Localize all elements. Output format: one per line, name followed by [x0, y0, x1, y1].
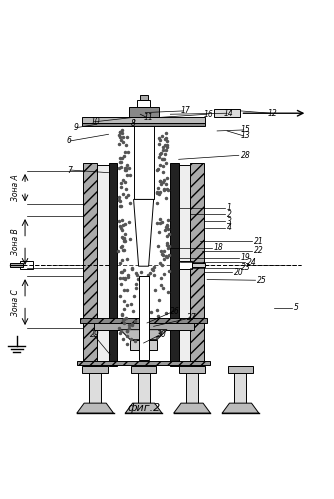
Text: 11: 11: [144, 113, 153, 122]
Polygon shape: [222, 403, 259, 413]
Text: 5: 5: [294, 303, 299, 312]
Text: 10: 10: [90, 117, 100, 126]
Text: 16: 16: [204, 110, 213, 119]
Bar: [179, 260, 192, 268]
Text: 17: 17: [180, 106, 190, 115]
Bar: [129, 107, 159, 117]
Bar: [140, 95, 148, 100]
Polygon shape: [125, 403, 162, 413]
Bar: [170, 163, 179, 366]
Polygon shape: [174, 403, 210, 413]
Text: Зона В: Зона В: [11, 229, 20, 255]
Bar: [109, 163, 117, 366]
Text: 19: 19: [240, 253, 250, 262]
Bar: [214, 109, 240, 117]
Text: 6: 6: [67, 136, 72, 145]
Bar: [130, 340, 157, 350]
Text: 18: 18: [214, 244, 223, 252]
Text: 9: 9: [73, 123, 78, 132]
Text: 30: 30: [157, 330, 167, 339]
Bar: [94, 323, 194, 330]
Bar: [134, 109, 154, 200]
Text: 13: 13: [240, 131, 250, 140]
Text: 27: 27: [187, 313, 197, 322]
Bar: [228, 366, 253, 373]
Polygon shape: [77, 403, 114, 413]
Text: 24: 24: [247, 257, 257, 266]
Text: 1: 1: [227, 203, 232, 212]
Bar: [179, 165, 190, 363]
Text: 29: 29: [90, 330, 100, 339]
Bar: [97, 165, 109, 363]
Bar: [77, 361, 210, 365]
Text: 23: 23: [240, 263, 250, 272]
Bar: [10, 262, 23, 266]
Polygon shape: [120, 330, 167, 340]
Bar: [82, 123, 205, 126]
Bar: [131, 366, 156, 373]
Bar: [192, 262, 205, 266]
Bar: [137, 100, 150, 107]
Bar: [80, 318, 207, 323]
Text: 26: 26: [170, 307, 180, 316]
Text: 3: 3: [227, 217, 232, 226]
Bar: [84, 163, 97, 366]
Bar: [89, 373, 101, 413]
Text: 12: 12: [267, 109, 277, 118]
Bar: [20, 260, 33, 268]
Bar: [190, 163, 204, 366]
Text: 15: 15: [240, 125, 250, 134]
Bar: [138, 373, 150, 413]
Bar: [82, 117, 205, 123]
Text: Зона С: Зона С: [11, 288, 20, 315]
Text: 20: 20: [234, 267, 243, 277]
Text: 7: 7: [67, 166, 72, 175]
Polygon shape: [134, 200, 154, 266]
Text: 22: 22: [254, 246, 264, 255]
Text: 8: 8: [130, 119, 135, 128]
Text: 28: 28: [240, 151, 250, 160]
Bar: [234, 373, 246, 413]
Bar: [179, 366, 205, 373]
Text: Зона А: Зона А: [11, 174, 20, 201]
Text: 4: 4: [227, 223, 232, 233]
Text: 25: 25: [257, 276, 267, 285]
Bar: [139, 276, 149, 360]
Bar: [82, 366, 108, 373]
Text: 2: 2: [227, 210, 232, 219]
Text: 14: 14: [224, 109, 233, 118]
Bar: [186, 373, 198, 413]
Text: 21: 21: [254, 237, 264, 246]
Text: фиг.2: фиг.2: [127, 403, 160, 413]
